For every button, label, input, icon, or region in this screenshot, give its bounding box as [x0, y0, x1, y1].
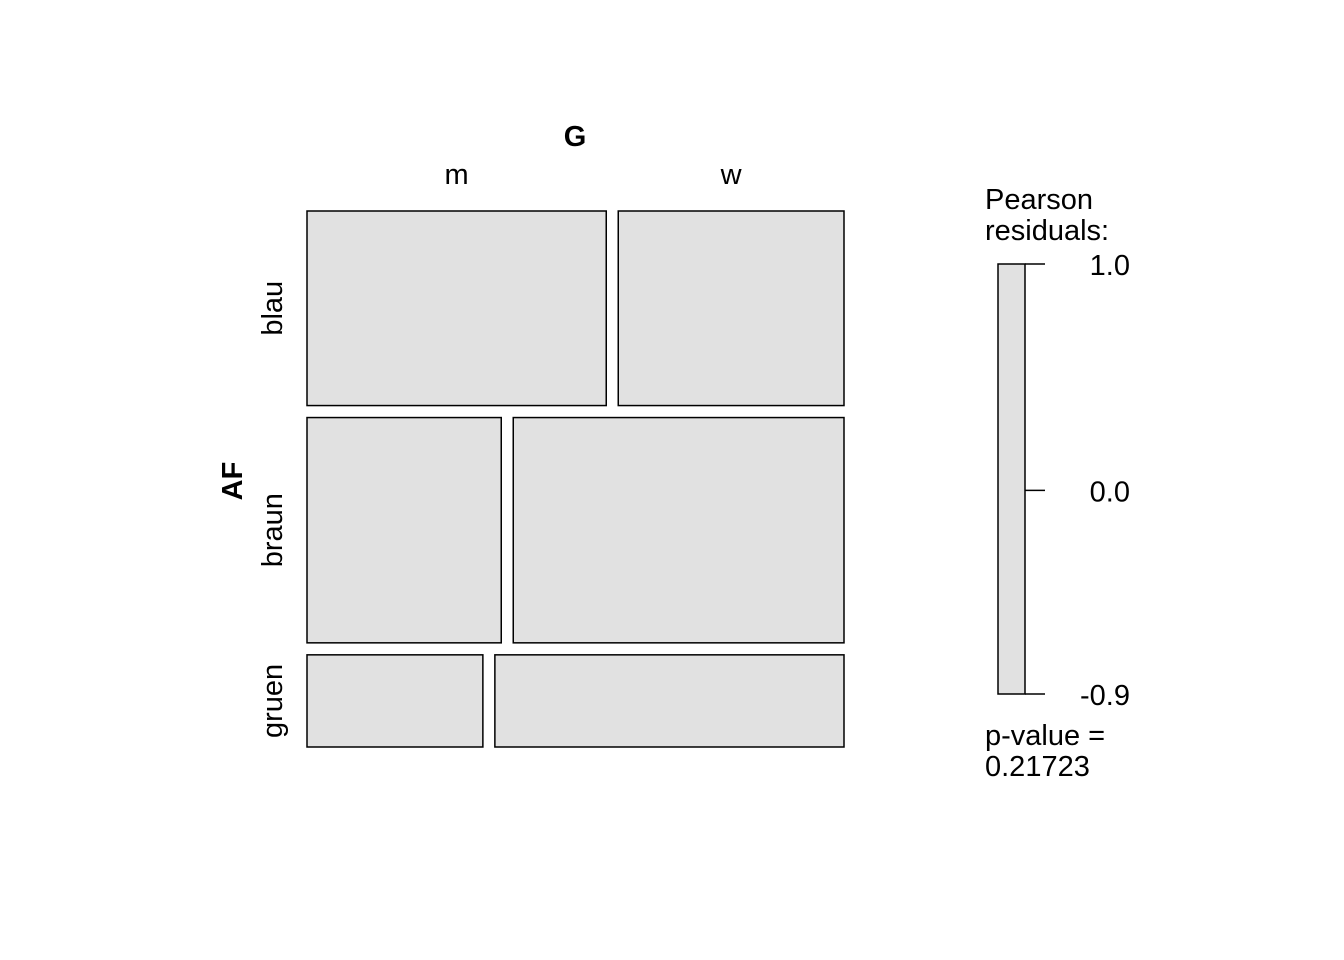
- column-variable-label: G: [564, 121, 587, 153]
- column-label-m: m: [445, 159, 469, 191]
- mosaic-cell-gruen-w: [494, 654, 845, 748]
- row-label-blau: blau: [257, 281, 289, 336]
- pvalue-line2: 0.21723: [985, 751, 1090, 783]
- pvalue-line1: p-value =: [985, 720, 1105, 752]
- legend-tick-label: 0.0: [1090, 476, 1130, 508]
- legend-title-line1: Pearson: [985, 184, 1093, 216]
- mosaic-cell-blau-m: [306, 210, 607, 407]
- legend-ticks: 1.0 0.0 -0.9: [1025, 250, 1130, 712]
- legend: Pearson residuals: 1.00.0-0.9 p-value = …: [985, 184, 1130, 783]
- mosaic-cells: [306, 210, 845, 748]
- row-variable-label: AF: [217, 462, 249, 501]
- legend-tick-label: 1.0: [1090, 250, 1130, 282]
- row-label-gruen: gruen: [257, 664, 289, 738]
- row-labels: blau braun gruen: [257, 281, 289, 738]
- mosaic-cell-blau-w: [617, 210, 845, 407]
- legend-color-bar: [997, 263, 1026, 695]
- legend-title-line2: residuals:: [985, 215, 1109, 247]
- column-label-w: w: [720, 159, 743, 191]
- mosaic-cell-gruen-m: [306, 654, 484, 748]
- mosaic-cell-braun-m: [306, 416, 502, 644]
- mosaic-cell-braun-w: [512, 416, 845, 644]
- legend-tick-label: -0.9: [1080, 680, 1130, 712]
- row-label-braun: braun: [257, 493, 289, 567]
